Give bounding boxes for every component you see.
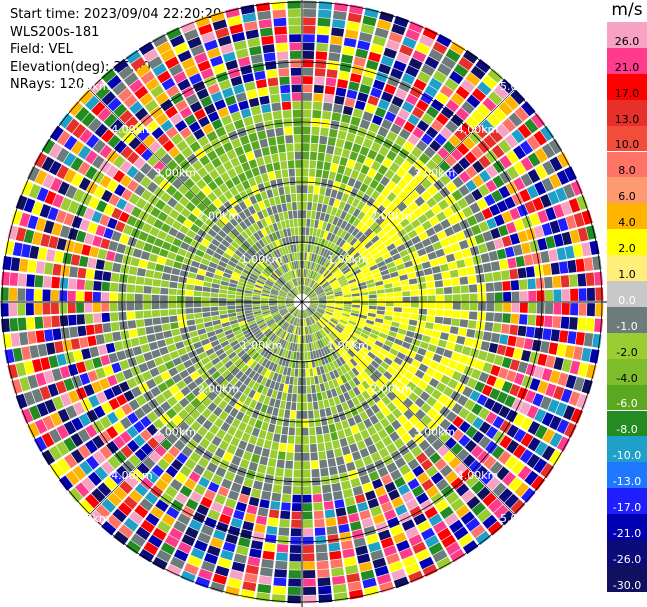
- range-ring-label: 2.00km: [198, 382, 240, 395]
- colorbar-segment: -4.0: [607, 358, 647, 385]
- colorbar-label: -2.0: [616, 345, 638, 359]
- colorbar-segment: -13.0: [607, 462, 647, 489]
- colorbar-label: -6.0: [616, 397, 638, 411]
- colorbar-label: -13.0: [612, 475, 642, 489]
- colorbar-label: -4.0: [616, 371, 638, 385]
- colorbar-segment: 1.0: [607, 255, 647, 281]
- range-ring-label: 2.00km: [370, 382, 412, 395]
- elevation-label: Elevation(deg): 35.30: [10, 59, 151, 75]
- colorbar-label: -8.0: [616, 423, 638, 437]
- colorbar-label: 2.0: [618, 242, 636, 256]
- instrument-label: WLS200s-181: [10, 24, 100, 40]
- colorbar-segment: -2.0: [607, 332, 647, 359]
- colorbar-segment: 4.0: [607, 203, 647, 230]
- range-ring: [121, 121, 483, 483]
- range-ring-label: 2.00km: [198, 210, 240, 223]
- colorbar-segment: 13.0: [607, 99, 647, 126]
- start-time-label: Start time: 2023/09/04 22:20:20: [10, 7, 222, 22]
- colorbar-label: 1.0: [618, 267, 636, 281]
- range-ring: [181, 181, 423, 423]
- range-ring: [61, 61, 543, 543]
- range-ring-label: 3.00km: [414, 426, 456, 439]
- colorbar-segment: -26.0: [607, 540, 647, 566]
- range-ring-label: 5.00km: [500, 80, 542, 93]
- diagonal-line: [87, 87, 517, 517]
- colorbar-segment: 6.0: [607, 177, 647, 204]
- colorbar-label: 8.0: [618, 164, 636, 178]
- colorbar-label: 21.0: [614, 60, 640, 74]
- range-ring-label: 5.00km: [500, 512, 542, 525]
- colorbar-segment: -1.0: [607, 306, 647, 333]
- range-ring-label: 1.00km: [327, 253, 369, 266]
- range-ring-label: 5.00km: [68, 80, 110, 93]
- range-ring-label: 3.00km: [154, 166, 196, 179]
- colorbar-label: 26.0: [614, 34, 640, 48]
- colorbar-label: -10.0: [612, 449, 642, 463]
- colorbar-segment: 17.0: [607, 73, 647, 100]
- colorbar-label: -21.0: [612, 526, 642, 540]
- colorbar-segment: -21.0: [607, 514, 647, 540]
- colorbar-label: -30.0: [612, 578, 642, 592]
- range-ring-label: 5.00km: [68, 512, 110, 525]
- colorbar-segment: -8.0: [607, 410, 647, 437]
- colorbar-segment: -10.0: [607, 436, 647, 463]
- colorbar-label: 4.0: [618, 216, 636, 230]
- colorbar-label: -1.0: [616, 319, 638, 333]
- range-ring-label: 1.00km: [241, 253, 283, 266]
- scan-info: Start time: 2023/09/04 22:20:20 WLS200s-…: [10, 6, 221, 94]
- range-ring-label: 4.00km: [457, 469, 499, 482]
- colorbar-label: 17.0: [614, 86, 640, 100]
- range-ring-label: 2.00km: [370, 210, 412, 223]
- colorbar-segment: -17.0: [607, 488, 647, 515]
- colorbar-segment: -30.0: [607, 565, 647, 592]
- colorbar-segment: 2.0: [607, 229, 647, 256]
- colorbar-segment: 26.0: [607, 22, 647, 48]
- ppi-plot: 1.00km 1.00km 1.00km 1.00km 2.00km 2.00km 2.00…: [0, 0, 607, 607]
- colorbar-segment: 0.0: [607, 281, 647, 307]
- colorbar-segment: 21.0: [607, 47, 647, 74]
- range-ring: [241, 241, 363, 363]
- range-ring-label: 3.00km: [414, 166, 456, 179]
- range-ring: [1, 1, 603, 603]
- colorbar-unit: m/s: [611, 0, 643, 20]
- field-label: Field: VEL: [10, 42, 73, 57]
- range-ring-label: 1.00km: [327, 339, 369, 352]
- colorbar-label: 10.0: [614, 138, 640, 152]
- colorbar-label: 0.0: [618, 293, 636, 307]
- nrays-label: NRays: 120: [10, 77, 85, 92]
- colorbar-segment: 10.0: [607, 125, 647, 152]
- colorbar-label: 13.0: [614, 112, 640, 126]
- colorbar-label: -26.0: [612, 552, 642, 566]
- ppi-gates: [0, 0, 604, 604]
- range-ring-label: 1.00km: [241, 339, 283, 352]
- colorbar-segment: -6.0: [607, 384, 647, 411]
- colorbar-label: -17.0: [612, 501, 642, 515]
- range-ring-label: 4.00km: [111, 123, 153, 136]
- colorbar-label: 6.0: [618, 190, 636, 204]
- range-ring-label: 4.00km: [111, 469, 153, 482]
- range-ring-label: 3.00km: [154, 426, 196, 439]
- colorbar: 26.0 21.0 17.0 13.0 10.0 8.0 6.0 4.0 2.0 1.0 0.0 -1…: [607, 22, 647, 592]
- colorbar-segment: 8.0: [607, 151, 647, 178]
- range-ring-label: 4.00km: [457, 123, 499, 136]
